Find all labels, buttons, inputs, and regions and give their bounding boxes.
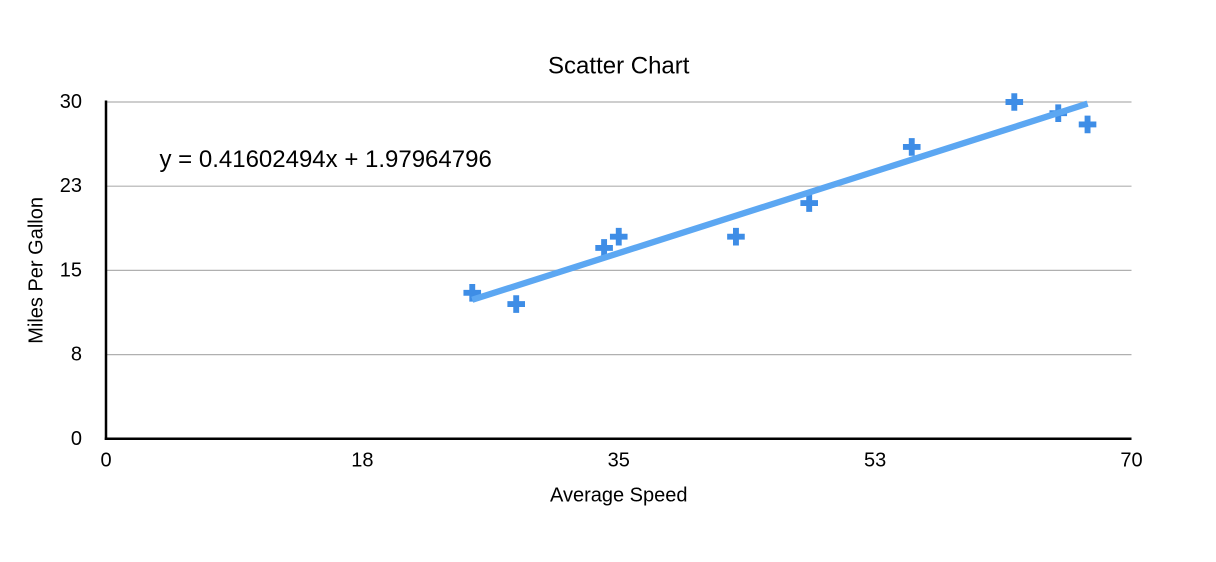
- data-point-marker: [902, 138, 921, 156]
- x-tick-labels: 0 18 35 53 70: [100, 450, 1142, 472]
- x-tick-label: 0: [100, 450, 111, 472]
- y-tick-label: 0: [71, 428, 82, 450]
- gridlines: [106, 101, 1132, 356]
- data-point-marker: [800, 194, 818, 212]
- y-tick-label: 30: [60, 91, 82, 113]
- x-tick-label: 18: [351, 450, 373, 472]
- data-point-marker: [1005, 93, 1024, 111]
- chart-title: Scatter Chart: [548, 53, 690, 80]
- data-point-marker: [727, 227, 745, 246]
- y-tick-label: 15: [60, 259, 82, 281]
- y-tick-label: 23: [60, 175, 82, 197]
- y-axis-title: Miles Per Gallon: [25, 197, 47, 344]
- y-tick-label: 8: [71, 344, 82, 366]
- x-tick-label: 35: [608, 450, 630, 472]
- y-tick-labels: 0 8 15 23 30: [60, 91, 82, 450]
- data-point-marker: [463, 284, 482, 302]
- trendline: [471, 100, 1089, 303]
- axes: [104, 100, 1132, 441]
- data-point-marker: [609, 227, 628, 246]
- x-tick-label: 70: [1120, 450, 1142, 472]
- data-point-marker: [507, 295, 525, 313]
- x-axis-title: Average Speed: [550, 485, 688, 507]
- data-point-marker: [1078, 115, 1097, 134]
- x-tick-label: 53: [864, 450, 886, 472]
- data-point-marker: [595, 239, 613, 257]
- trendline-equation: y = 0.41602494x + 1.97964796: [160, 146, 492, 173]
